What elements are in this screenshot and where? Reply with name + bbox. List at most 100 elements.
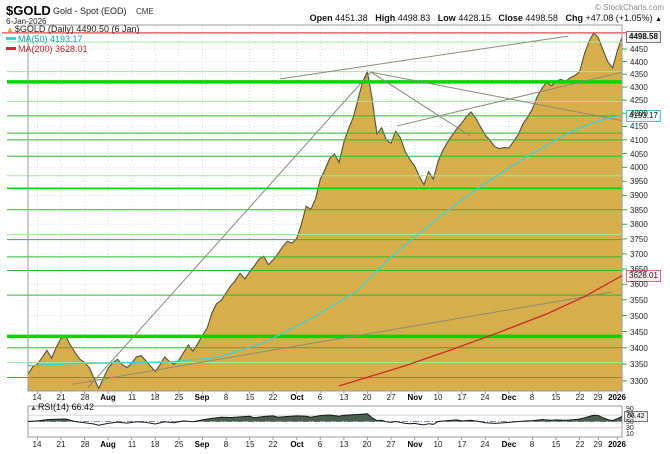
legend-price-text: $GOLD (Daily) 4490.50 (6 Jan) xyxy=(14,24,140,34)
x-axis-label-bottom: 8 xyxy=(529,440,535,449)
rsi-axis-label: 30 xyxy=(626,425,634,432)
ma50-line xyxy=(27,114,623,367)
y-axis-label: 3950 xyxy=(630,177,648,186)
x-axis-label-bottom: 2026 xyxy=(608,440,626,449)
x-axis-label-bottom: 22 xyxy=(575,440,585,449)
rsi-area xyxy=(28,413,622,422)
trendline xyxy=(371,71,623,122)
y-axis-label: 3900 xyxy=(630,191,648,200)
y-axis-label: 3850 xyxy=(630,206,648,215)
symbol-title: $GOLD xyxy=(6,3,51,18)
ma200-swatch-icon xyxy=(6,47,16,50)
x-axis-label-bottom: 24 xyxy=(480,440,490,449)
x-axis-label: 27 xyxy=(386,393,396,402)
x-axis-label: 15 xyxy=(245,393,255,402)
rsi-legend-text: RSI(14) 66.42 xyxy=(37,402,94,412)
x-axis-label-bottom: 20 xyxy=(362,440,372,449)
legend-ma200[interactable]: MA(200) 3628.01 xyxy=(6,44,88,54)
y-axis-label: 4150 xyxy=(630,122,648,131)
legend-ma50-text: MA(50) 4193.17 xyxy=(18,34,83,44)
y-axis-label: 4350 xyxy=(630,70,648,79)
x-axis-label-bottom: 18 xyxy=(150,440,160,449)
ma200-line xyxy=(338,275,623,387)
x-axis-label-bottom: 15 xyxy=(551,440,561,449)
y-axis-label: 3350 xyxy=(630,360,648,369)
close-label: Close xyxy=(498,13,523,23)
last-price-tag: 4498.58 xyxy=(626,31,661,43)
high-label: High xyxy=(375,13,396,23)
rsi-legend[interactable]: ▲RSI(14) 66.42 xyxy=(30,402,94,412)
y-axis-label: 3400 xyxy=(630,344,648,353)
y-axis-label: 4050 xyxy=(630,150,648,159)
x-axis-label: 8 xyxy=(529,393,535,402)
copyright-text[interactable]: © StockCharts.com xyxy=(594,3,664,12)
x-axis-label-bottom: 10 xyxy=(433,440,443,449)
open-label: Open xyxy=(309,13,333,23)
x-axis-label: 14 xyxy=(32,393,42,402)
x-axis-label: Nov xyxy=(407,393,423,402)
y-axis-label: 4000 xyxy=(630,163,648,172)
x-axis-label: 13 xyxy=(339,393,349,402)
exchange-label: CME xyxy=(136,7,154,16)
x-axis-label-bottom: 28 xyxy=(80,440,90,449)
legend-price-series[interactable]: ▲$GOLD (Daily) 4490.50 (6 Jan) xyxy=(6,24,139,34)
x-axis-label-bottom: 22 xyxy=(268,440,278,449)
x-axis-label-bottom: 13 xyxy=(339,440,349,449)
x-axis-label-bottom: 6 xyxy=(317,440,323,449)
x-axis-label: 21 xyxy=(56,393,66,402)
y-axis-label: 4200 xyxy=(630,109,648,118)
y-axis-label: 4250 xyxy=(630,96,648,105)
x-axis-label-bottom: Dec xyxy=(501,440,517,449)
ohlc-row: Open 4451.38 High 4498.83 Low 4428.15 Cl… xyxy=(305,13,662,23)
trendline xyxy=(397,71,623,127)
high-value: 4498.83 xyxy=(397,13,431,23)
x-axis-label-bottom: 15 xyxy=(245,440,255,449)
low-label: Low xyxy=(437,13,456,23)
x-axis-label-bottom: Aug xyxy=(100,440,116,449)
y-axis-label: 3600 xyxy=(630,280,648,289)
x-axis-label-bottom: 14 xyxy=(32,440,42,449)
x-axis-label-bottom: 21 xyxy=(56,440,66,449)
x-axis-label: 20 xyxy=(362,393,372,402)
x-axis-label-bottom: 8 xyxy=(223,440,229,449)
x-axis-label: 22 xyxy=(268,393,278,402)
y-axis-label: 4100 xyxy=(630,136,648,145)
x-axis-label: 15 xyxy=(551,393,561,402)
y-axis-label: 4300 xyxy=(630,83,648,92)
x-axis-label: 8 xyxy=(223,393,229,402)
y-axis-label: 3650 xyxy=(630,265,648,274)
trendline xyxy=(370,71,471,137)
x-axis-label-bottom: 27 xyxy=(386,440,396,449)
x-axis-label: 29 xyxy=(593,393,603,402)
ma200-price-tag: 3628.01 xyxy=(626,270,661,282)
rsi-indicator-icon: ▲ xyxy=(30,405,37,412)
chart-date: 6-Jan-2026 xyxy=(6,17,47,26)
y-axis-label: 4400 xyxy=(630,58,648,67)
x-axis-label: Dec xyxy=(501,393,517,402)
plot-border xyxy=(27,24,623,392)
ma50-price-tag: 4193.17 xyxy=(626,110,661,122)
x-axis-label-bottom: 29 xyxy=(593,440,603,449)
y-axis-label: 3300 xyxy=(630,377,648,386)
price-line xyxy=(27,31,623,390)
x-axis-label: 11 xyxy=(127,393,137,402)
y-axis-label: 3800 xyxy=(630,220,648,229)
rsi-line xyxy=(27,413,623,426)
x-axis-label: 10 xyxy=(433,393,443,402)
chg-up-arrow-icon: ▲ xyxy=(655,16,662,23)
x-axis-label: 25 xyxy=(174,393,184,402)
x-axis-label-bottom: 17 xyxy=(457,440,467,449)
x-axis-label: 6 xyxy=(317,393,323,402)
trendline xyxy=(87,71,372,388)
area-swatch-icon: ▲ xyxy=(6,25,14,34)
x-axis-label: Aug xyxy=(100,393,116,402)
rsi-axis-label: 50 xyxy=(626,419,634,426)
rsi-value-tag: 66.42 xyxy=(624,411,648,422)
x-axis-label-bottom: Nov xyxy=(407,440,423,449)
legend-ma50[interactable]: MA(50) 4193.17 xyxy=(6,34,83,44)
x-axis-label: 22 xyxy=(575,393,585,402)
x-axis-label-bottom: 11 xyxy=(127,440,137,449)
ma50-swatch-icon xyxy=(6,37,16,40)
